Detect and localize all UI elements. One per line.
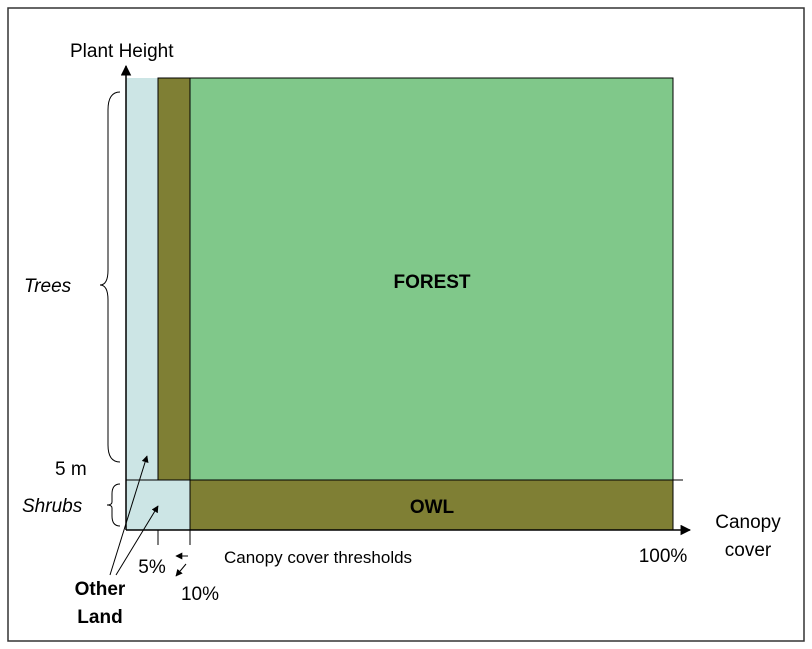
threshold-arrow: [175, 563, 187, 577]
other-land-arrow: [115, 505, 159, 576]
x-axis-label: Canopy: [715, 512, 781, 533]
trees-brace: [99, 91, 121, 463]
x-axis-label: cover: [725, 540, 772, 561]
forest-region: [189, 77, 674, 481]
threshold-label: 5%: [138, 557, 166, 578]
threshold-caption: Canopy cover thresholds: [224, 548, 412, 567]
region-label: Other: [75, 579, 126, 600]
region-label: Land: [77, 607, 122, 628]
band-label: Shrubs: [22, 496, 83, 517]
threshold-label: 10%: [181, 584, 219, 605]
region-label: FOREST: [393, 272, 470, 293]
region-label: OWL: [410, 497, 455, 518]
owl-strip: [157, 77, 191, 481]
other-land-arrow: [109, 455, 149, 576]
band-label: Trees: [24, 276, 72, 297]
shrubs-brace: [106, 483, 121, 527]
threshold-label: 5 m: [55, 459, 87, 480]
other-land-strip: [126, 78, 158, 530]
y-axis-label: Plant Height: [70, 41, 174, 62]
x-end-label: 100%: [639, 546, 688, 567]
other-land-corner: [158, 480, 190, 530]
